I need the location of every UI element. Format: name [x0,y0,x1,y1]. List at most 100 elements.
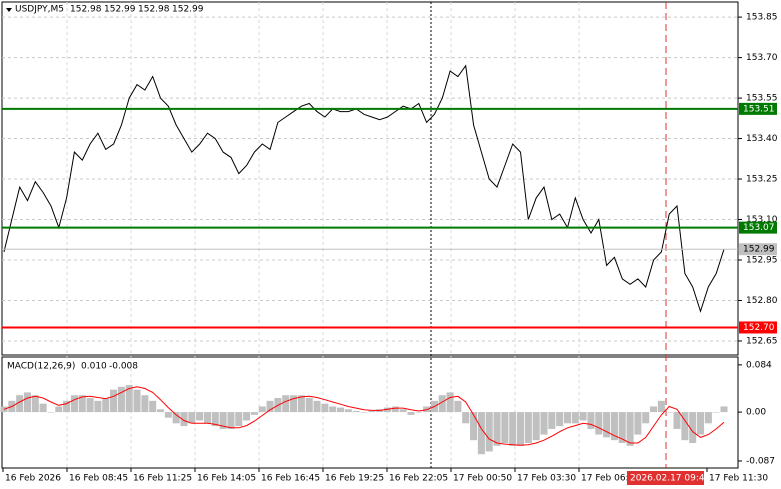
macd-bar [305,398,313,413]
macd-bar [352,410,360,413]
macd-bar [579,412,587,421]
macd-bar [23,392,31,413]
macd-bar [337,407,345,413]
macd-bar [243,412,251,421]
level-label-box [739,321,777,334]
macd-bar [509,412,517,446]
y-tick-label: 152.65 [746,336,778,346]
macd-bar [571,412,579,424]
macd-bar [634,412,642,435]
x-tick-label: 17 Feb 03:30 [517,474,576,484]
macd-bar [704,412,712,424]
y-tick-label: 152.95 [746,256,778,266]
y-tick-label: 0.00 [746,408,766,418]
ohlc-low: 152.98 [138,5,170,15]
price-panel [1,1,739,356]
macd-bar [313,400,321,413]
signal-value: -0.008 [109,362,138,372]
macd-bar [47,412,55,413]
macd-bar [485,412,493,452]
ohlc-close: 152.99 [172,5,204,15]
macd-bar [149,400,157,413]
macd-bar [133,389,141,413]
macd-bar [650,406,658,413]
y-tick-label: 153.85 [746,13,778,23]
macd-bar [626,412,634,446]
macd-bar [681,412,689,441]
macd-bar [94,400,102,413]
macd-bar [383,407,391,413]
macd-bar [329,406,337,413]
macd-bar [227,412,235,429]
y-tick-label: 153.55 [746,94,778,104]
macd-bar [399,409,407,413]
macd-bar [250,412,258,415]
macd-bar [415,412,423,413]
macd-bar [603,412,611,438]
x-tick-label: 16 Feb 22:05 [389,474,448,484]
macd-bar [172,412,180,424]
x-tick-label: 16 Feb 11:25 [133,474,192,484]
macd-bar [556,412,564,427]
macd-title: MACD(12,26,9) [7,362,75,372]
x-tick-label: 16 Feb 14:05 [197,474,256,484]
y-tick-label: 153.40 [746,134,778,144]
macd-bar [157,409,165,413]
macd-bar [344,409,352,413]
macd-bar [532,412,540,441]
level-label: 153.07 [743,223,775,233]
price-line [3,64,725,313]
macd-bar [63,400,71,413]
macd-bar [78,395,86,413]
macd-bar [446,392,454,413]
macd-bar [438,395,446,413]
symbol-title: USDJPY,M5 [15,5,64,15]
macd-bar [110,389,118,413]
macd-bar [125,385,133,413]
macd-bar [219,412,227,429]
macd-bar [673,412,681,429]
macd-bar [595,412,603,435]
x-tick-label: 16 Feb 2026 [5,474,61,484]
macd-bar [391,406,399,413]
cursor-label: 2026.02.17 09:45 [630,474,710,484]
macd-bar [86,398,94,413]
x-tick-label: 16 Feb 08:45 [69,474,128,484]
macd-bar [454,400,462,413]
macd-bar [203,412,211,424]
macd-bar [321,403,329,413]
macd-bar [720,406,728,413]
macd-bar [117,386,125,413]
macd-bar [501,412,509,443]
macd-bar [407,412,415,415]
macd-bar [235,412,243,427]
macd-bar [31,395,39,413]
y-tick-label: 152.80 [746,296,778,306]
macd-bar [697,412,705,435]
menu-arrow [6,8,12,12]
macd-bar [282,395,290,413]
x-tick-label: 17 Feb 06: [581,474,629,484]
macd-bar [297,395,305,413]
level-label: 152.70 [743,323,775,333]
macd-bar [141,395,149,413]
macd-bar [524,412,532,443]
macd-bar [618,412,626,443]
macd-bar [258,406,266,413]
macd-bar [470,412,478,441]
macd-bar [39,403,47,413]
macd-bar [211,412,219,427]
y-tick-label: 153.70 [746,53,778,63]
macd-bar [290,395,298,413]
macd-bar [493,412,501,446]
macd-bar [657,400,665,413]
x-tick-label: 16 Feb 19:25 [325,474,384,484]
cursor-label-box [627,471,704,485]
macd-bar [196,412,204,421]
macd-bar [563,412,571,424]
level-label-box [739,102,777,115]
level-label-box [739,221,777,234]
macd-bar [16,395,24,413]
